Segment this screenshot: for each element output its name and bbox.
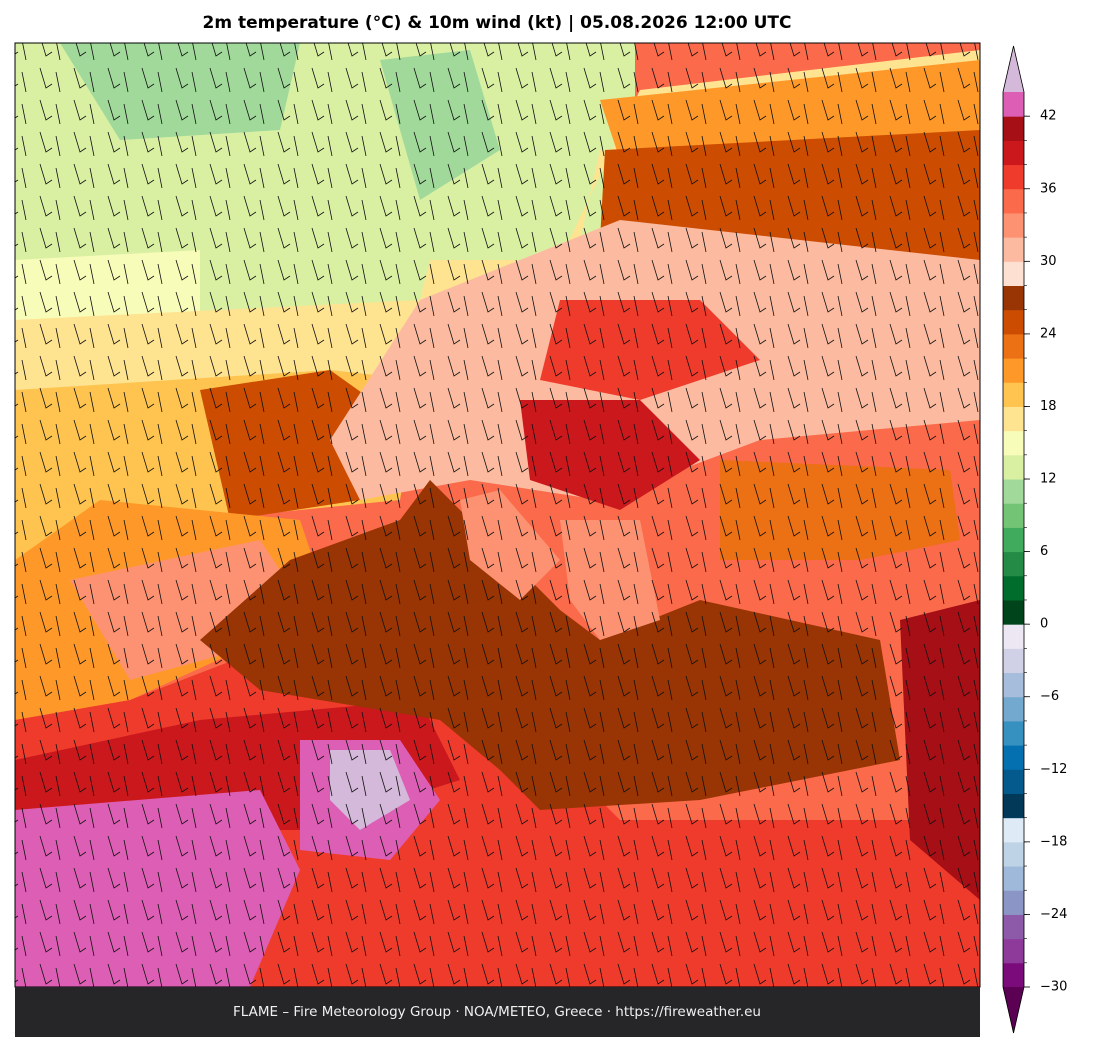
color-bin (1003, 358, 1024, 383)
title: 2m temperature (°C) & 10m wind (kt) | 05… (202, 13, 791, 33)
color-bin (1003, 720, 1024, 746)
tick-label: 6 (1040, 544, 1048, 559)
color-bin (1003, 430, 1024, 456)
tick-label: 36 (1040, 181, 1057, 196)
color-bin (1003, 648, 1024, 674)
color-bin (1003, 841, 1024, 867)
tick-label: 0 (1040, 617, 1048, 632)
tick-label: 42 (1040, 109, 1057, 124)
color-bin (1003, 116, 1024, 141)
color-bin (1003, 624, 1024, 649)
tick-label: −30 (1040, 980, 1067, 995)
tick-label: −18 (1040, 834, 1067, 849)
color-bin (1003, 938, 1024, 964)
tick-label: 30 (1040, 254, 1057, 269)
tick-label: −6 (1040, 689, 1059, 704)
wind-barbs (15, 43, 980, 987)
footer: FLAME – Fire Meteorology Group · NOA/MET… (233, 1004, 761, 1020)
color-bin (1003, 890, 1024, 915)
color-bin (1003, 672, 1024, 698)
color-bin (1003, 164, 1024, 190)
map (15, 43, 980, 987)
color-bin (1003, 551, 1024, 577)
footer-band (15, 987, 980, 1037)
color-bin (1003, 503, 1024, 528)
colorbar: −30 −24 −18 −12 −6 0 6 12 18 24 30 36 42 (1002, 45, 1067, 1034)
color-bin (1003, 793, 1024, 819)
color-bin (1003, 212, 1024, 238)
color-bin (1003, 575, 1024, 601)
color-bin (1003, 92, 1024, 117)
under-extension (1003, 987, 1024, 1033)
tick-label: 24 (1040, 326, 1057, 341)
color-bin (1003, 382, 1024, 407)
color-bin (1003, 406, 1024, 432)
color-bin (1003, 454, 1024, 480)
color-bin (1003, 333, 1024, 359)
tick-label: 12 (1040, 472, 1057, 487)
color-bin (1003, 745, 1024, 770)
color-bin (1003, 962, 1024, 988)
color-bin (1003, 599, 1024, 625)
color-bin (1003, 527, 1024, 553)
tick-label: 18 (1040, 399, 1057, 414)
color-bin (1003, 769, 1024, 794)
color-bin (1003, 309, 1024, 335)
color-bin (1003, 866, 1024, 891)
color-bin (1003, 696, 1024, 722)
color-bin (1003, 285, 1024, 311)
over-extension (1003, 46, 1024, 92)
color-bin (1003, 479, 1024, 504)
color-bin (1003, 817, 1024, 843)
color-bin (1003, 261, 1024, 287)
color-bin (1003, 237, 1024, 262)
color-bin (1003, 140, 1024, 166)
tick-label: −24 (1040, 907, 1067, 922)
color-bin (1003, 914, 1024, 940)
color-bin (1003, 188, 1024, 214)
tick-label: −12 (1040, 762, 1067, 777)
